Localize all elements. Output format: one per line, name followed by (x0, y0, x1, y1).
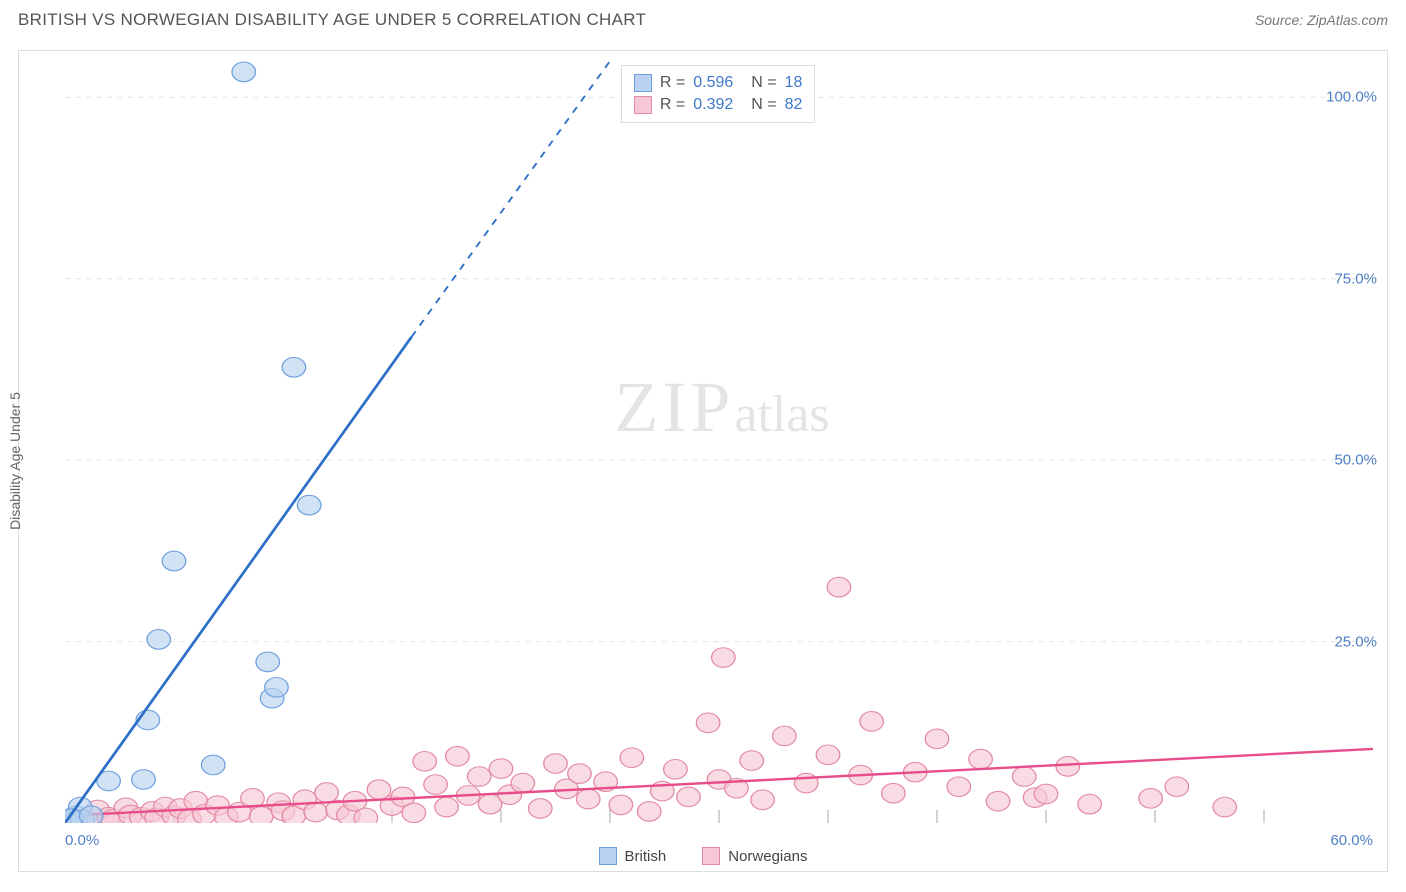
y-axis-label: Disability Age Under 5 (7, 392, 23, 530)
correlation-stats-box: R = 0.596 N = 18 R = 0.392 N = 82 (621, 65, 816, 123)
swatch-norwegians-icon (702, 847, 720, 865)
stats-row-norwegians: R = 0.392 N = 82 (634, 94, 803, 116)
bottom-legend: British Norwegians (19, 847, 1387, 865)
y-tick: 100.0% (1326, 89, 1377, 106)
chart-container: Disability Age Under 5 ZIPatlas R = 0.59… (18, 50, 1388, 872)
legend-item-norwegians: Norwegians (702, 847, 807, 865)
swatch-british-icon (634, 74, 652, 92)
y-tick: 75.0% (1334, 270, 1377, 287)
y-tick: 50.0% (1334, 452, 1377, 469)
y-tick: 25.0% (1334, 633, 1377, 650)
header: BRITISH VS NORWEGIAN DISABILITY AGE UNDE… (0, 0, 1406, 38)
swatch-british-icon (599, 847, 617, 865)
plot-area: ZIPatlas R = 0.596 N = 18 R = 0.392 N = … (65, 61, 1373, 823)
swatch-norwegians-icon (634, 96, 652, 114)
legend-item-british: British (599, 847, 667, 865)
chart-title: BRITISH VS NORWEGIAN DISABILITY AGE UNDE… (18, 10, 646, 30)
source-label: Source: ZipAtlas.com (1255, 12, 1388, 28)
stats-row-british: R = 0.596 N = 18 (634, 72, 803, 94)
